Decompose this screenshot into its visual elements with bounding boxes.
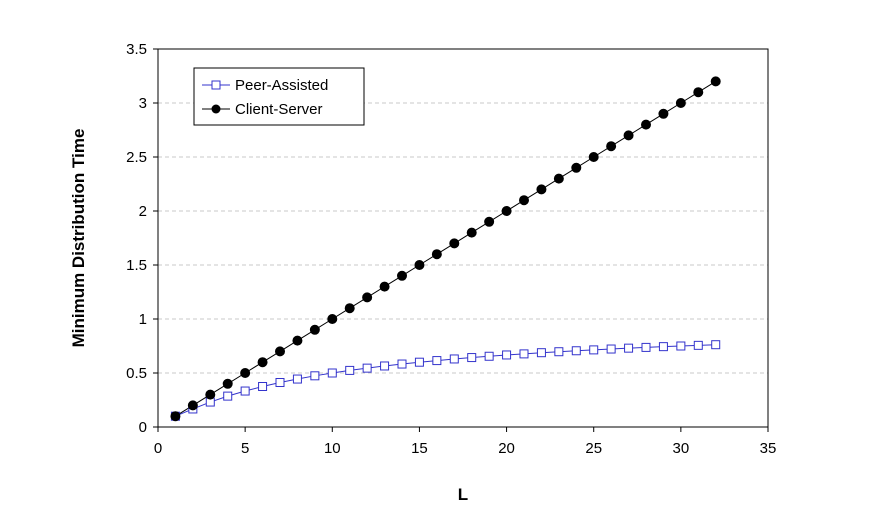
data-point-peer-assisted bbox=[223, 391, 233, 401]
data-point-client-server bbox=[397, 270, 407, 281]
axis-ticks: 0 0.5 1 1.5 2 2.5 3 3.5 0 5 10 15 20 25 30 35 bbox=[126, 41, 776, 457]
data-point-peer-assisted bbox=[467, 353, 477, 363]
data-point-client-server bbox=[606, 141, 617, 152]
data-point-peer-assisted bbox=[397, 359, 407, 369]
legend-marker-client-server bbox=[211, 104, 221, 114]
data-point-client-server bbox=[240, 368, 251, 378]
data-point-peer-assisted bbox=[345, 365, 355, 375]
data-point-peer-assisted bbox=[624, 343, 634, 353]
data-point-peer-assisted bbox=[641, 342, 651, 352]
data-point-peer-assisted bbox=[693, 340, 703, 350]
legend-label-peer-assisted: Peer-Assisted bbox=[235, 77, 328, 94]
legend-box bbox=[193, 67, 365, 126]
data-point-client-server bbox=[588, 152, 599, 162]
data-point-peer-assisted bbox=[502, 350, 512, 360]
data-point-client-server bbox=[222, 378, 233, 389]
data-point-client-server bbox=[710, 76, 721, 87]
data-point-client-server bbox=[431, 249, 442, 260]
data-point-client-server bbox=[658, 108, 669, 119]
data-point-client-server bbox=[519, 195, 529, 206]
data-point-client-server bbox=[449, 238, 460, 249]
y-tick-label: 3.5 bbox=[126, 41, 147, 58]
x-tick-label: 20 bbox=[498, 440, 515, 457]
data-point-peer-assisted bbox=[449, 354, 459, 364]
data-point-client-server bbox=[553, 173, 564, 184]
series-group bbox=[170, 76, 721, 422]
data-point-peer-assisted bbox=[484, 351, 494, 361]
data-point-peer-assisted bbox=[240, 386, 250, 396]
data-point-peer-assisted bbox=[519, 349, 529, 359]
x-tick-label: 15 bbox=[411, 440, 428, 457]
x-tick-label: 5 bbox=[241, 440, 249, 457]
data-point-peer-assisted bbox=[571, 346, 581, 356]
y-tick-label: 1 bbox=[139, 311, 147, 328]
data-point-client-server bbox=[466, 227, 477, 238]
data-point-client-server bbox=[484, 216, 495, 227]
data-point-peer-assisted bbox=[536, 348, 546, 358]
data-point-client-server bbox=[536, 184, 547, 195]
data-point-client-server bbox=[641, 119, 651, 130]
data-point-client-server bbox=[501, 206, 512, 216]
data-point-client-server bbox=[414, 260, 425, 270]
data-point-peer-assisted bbox=[292, 374, 302, 384]
y-tick-label: 2.5 bbox=[126, 149, 147, 166]
data-point-peer-assisted bbox=[606, 344, 616, 354]
data-point-client-server bbox=[170, 411, 181, 422]
data-point-peer-assisted bbox=[554, 347, 564, 357]
x-tick-label: 0 bbox=[154, 440, 162, 457]
data-point-peer-assisted bbox=[414, 357, 424, 367]
data-point-peer-assisted bbox=[676, 341, 686, 351]
data-point-client-server bbox=[379, 281, 390, 292]
y-axis-title: Minimum Distribution Time bbox=[69, 129, 88, 348]
data-point-client-server bbox=[362, 292, 373, 303]
x-tick-label: 30 bbox=[673, 440, 690, 457]
data-point-client-server bbox=[292, 335, 303, 346]
data-point-peer-assisted bbox=[711, 340, 721, 350]
series-line-peer-assisted bbox=[175, 344, 716, 417]
legend-marker-peer-assisted bbox=[211, 80, 221, 90]
data-point-client-server bbox=[275, 346, 285, 357]
x-tick-label: 25 bbox=[585, 440, 602, 457]
legend-label-client-server: Client-Server bbox=[235, 101, 323, 118]
x-tick-label: 10 bbox=[324, 440, 341, 457]
data-point-peer-assisted bbox=[275, 378, 285, 388]
data-point-peer-assisted bbox=[432, 356, 442, 366]
data-point-client-server bbox=[327, 314, 338, 324]
data-point-client-server bbox=[571, 162, 582, 173]
data-point-client-server bbox=[205, 389, 216, 400]
data-point-client-server bbox=[257, 357, 268, 368]
data-point-client-server bbox=[693, 87, 704, 98]
series-line-client-server bbox=[175, 80, 716, 417]
data-point-peer-assisted bbox=[310, 371, 320, 381]
x-tick-label: 35 bbox=[760, 440, 777, 457]
data-point-peer-assisted bbox=[258, 382, 268, 391]
data-point-client-server bbox=[344, 303, 355, 314]
data-point-peer-assisted bbox=[362, 363, 372, 373]
plot-area-frame bbox=[157, 48, 769, 428]
data-point-peer-assisted bbox=[380, 361, 390, 371]
y-tick-label: 2 bbox=[139, 203, 147, 220]
data-point-client-server bbox=[187, 400, 198, 411]
data-point-client-server bbox=[309, 324, 320, 335]
data-point-client-server bbox=[623, 130, 634, 141]
data-point-peer-assisted bbox=[589, 345, 599, 355]
data-point-peer-assisted bbox=[658, 342, 668, 352]
data-point-peer-assisted bbox=[327, 368, 337, 378]
y-tick-label: 3 bbox=[139, 95, 147, 112]
y-tick-label: 0.5 bbox=[126, 365, 147, 382]
data-point-client-server bbox=[675, 98, 686, 108]
legend: Peer-Assisted Client-Server bbox=[193, 67, 365, 126]
y-tick-label: 1.5 bbox=[126, 257, 147, 274]
x-axis-title: L bbox=[458, 485, 468, 504]
y-tick-label: 0 bbox=[139, 419, 147, 436]
